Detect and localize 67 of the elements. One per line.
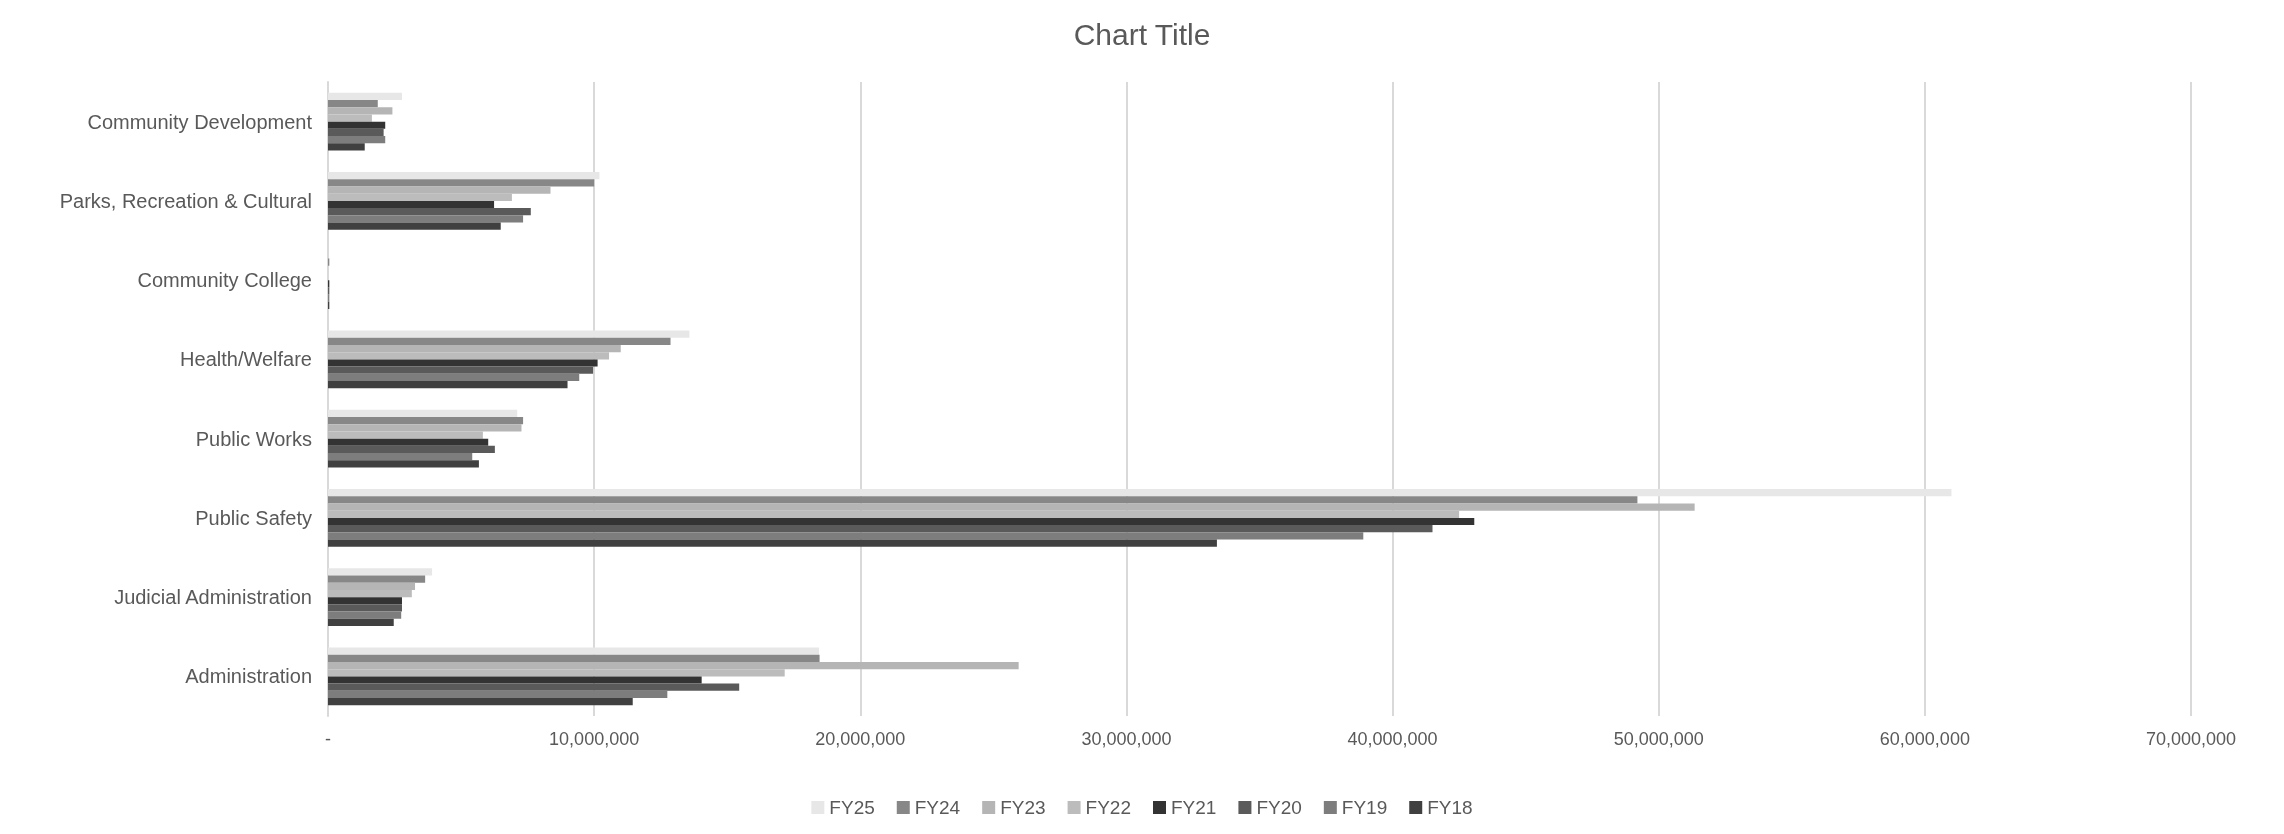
y-tick-label: Community College [137, 269, 312, 292]
bar [328, 99, 378, 108]
bar [328, 121, 386, 129]
bar [328, 416, 524, 425]
bar [328, 381, 568, 389]
bar [328, 200, 495, 209]
y-tick-label: Community Development [87, 110, 313, 133]
y-tick-label: Parks, Recreation & Cultural [59, 189, 312, 212]
chart-title: Chart Title [1073, 17, 1211, 51]
bar [328, 690, 668, 699]
bar [328, 438, 489, 446]
legend-label: FY23 [1000, 797, 1046, 818]
bar [328, 488, 1952, 497]
bar [328, 532, 1364, 540]
bar [328, 222, 501, 230]
bar [328, 654, 820, 662]
x-tick-label: 60,000,000 [1879, 729, 1970, 749]
bar [328, 128, 384, 137]
bar [328, 373, 580, 382]
x-tick-label: 10,000,000 [549, 729, 640, 749]
bar [328, 460, 479, 468]
bar [328, 525, 1433, 533]
bar [328, 208, 531, 216]
bar [328, 92, 402, 100]
bar [328, 647, 820, 655]
x-tick-label: 40,000,000 [1347, 729, 1438, 749]
bar [328, 445, 495, 454]
bar [328, 618, 394, 627]
legend-label: FY18 [1427, 797, 1473, 818]
bar [328, 337, 671, 345]
legend-label: FY21 [1171, 797, 1217, 818]
y-tick-label: Administration [185, 665, 312, 688]
bar [328, 597, 402, 605]
bar [328, 517, 1475, 526]
bar [328, 575, 426, 583]
bar [328, 366, 594, 374]
x-tick-label: 70,000,000 [2145, 729, 2237, 749]
x-tick-label: 30,000,000 [1081, 729, 1172, 749]
bar [328, 409, 518, 417]
y-tick-label: Health/Welfare [180, 348, 312, 371]
bar [328, 359, 598, 367]
y-tick-label: Public Safety [195, 506, 312, 529]
bar [328, 683, 740, 691]
bar [328, 215, 524, 223]
legend-label: FY19 [1341, 797, 1388, 818]
bar [328, 496, 1638, 504]
bar [328, 179, 595, 187]
bar [328, 136, 386, 144]
bar [328, 143, 365, 151]
y-tick-label: Judicial Administration [114, 586, 312, 609]
y-tick-label: Public Works [195, 427, 312, 450]
x-tick-label: - [325, 729, 331, 749]
bar [328, 539, 1217, 547]
bar [328, 171, 600, 180]
legend-label: FY24 [914, 797, 961, 818]
legend-label: FY20 [1256, 797, 1302, 818]
bar [328, 330, 690, 338]
x-tick-label: 20,000,000 [815, 729, 906, 749]
bar [328, 698, 633, 706]
bar [328, 676, 702, 684]
bar [328, 611, 402, 619]
legend-label: FY22 [1085, 797, 1132, 818]
legend-label: FY25 [829, 797, 875, 818]
bar [328, 604, 402, 612]
bar [328, 568, 433, 576]
x-tick-label: 50,000,000 [1613, 729, 1704, 749]
bar [328, 453, 473, 461]
